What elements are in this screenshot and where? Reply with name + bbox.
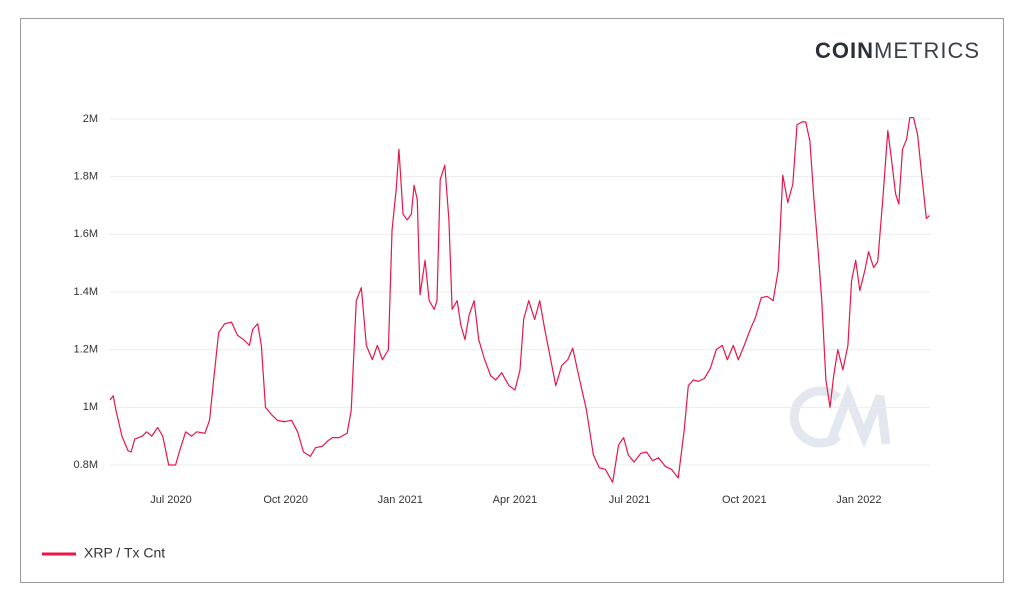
x-tick-label: Jul 2020 [150, 494, 192, 506]
logo-bold: COIN [815, 38, 874, 63]
plot [109, 116, 930, 483]
y-tick-label: 1M [83, 401, 98, 413]
y-tick-label: 1.6M [74, 228, 98, 240]
series-line [109, 116, 930, 483]
x-tick-label: Jul 2021 [609, 494, 651, 506]
logo-light: METRICS [874, 38, 980, 63]
y-tick-label: 1.4M [74, 286, 98, 298]
legend-label: XRP / Tx Cnt [84, 545, 165, 561]
x-tick-label: Jan 2022 [836, 494, 881, 506]
logo: COINMETRICS [815, 38, 980, 63]
y-tick-label: 1.8M [74, 171, 98, 183]
watermark [789, 383, 891, 449]
x-tick-label: Apr 2021 [493, 494, 538, 506]
watermark-m [825, 383, 891, 449]
grid: 0.8M 1M 1.2M 1.4M 1.6M 1.8M 2M Jul 2020 Oct 2020… [74, 113, 930, 506]
x-tick-label: Oct 2021 [722, 494, 767, 506]
y-tick-label: 1.2M [74, 344, 98, 356]
legend: XRP / Tx Cnt [42, 545, 165, 561]
frame [20, 18, 1004, 583]
y-tick-label: 2M [83, 113, 98, 125]
x-tick-label: Jan 2021 [378, 494, 423, 506]
watermark-c [789, 386, 842, 448]
x-tick-label: Oct 2020 [263, 494, 308, 506]
y-tick-label: 0.8M [74, 459, 98, 471]
